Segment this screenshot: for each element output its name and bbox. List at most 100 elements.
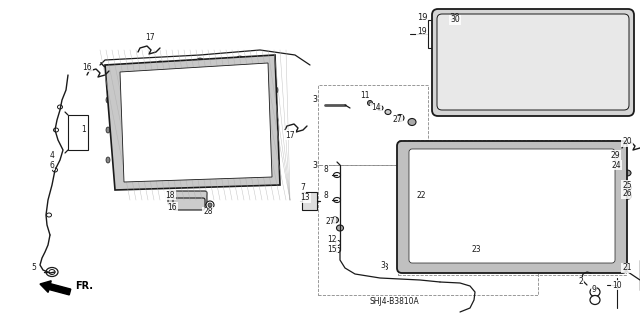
Ellipse shape (428, 199, 436, 206)
Text: 30: 30 (450, 12, 460, 21)
Text: 16: 16 (82, 63, 92, 71)
Ellipse shape (273, 180, 278, 184)
Ellipse shape (274, 147, 278, 153)
Text: 4: 4 (49, 151, 54, 160)
Text: 30: 30 (450, 16, 460, 25)
Text: 8: 8 (324, 166, 328, 174)
FancyBboxPatch shape (409, 149, 615, 263)
Ellipse shape (274, 117, 278, 123)
FancyBboxPatch shape (173, 198, 205, 210)
Ellipse shape (157, 61, 163, 65)
Text: 3: 3 (312, 95, 317, 105)
Ellipse shape (106, 127, 110, 133)
Text: 3: 3 (312, 95, 318, 105)
Text: 5: 5 (31, 263, 36, 271)
Ellipse shape (625, 185, 632, 191)
FancyBboxPatch shape (168, 191, 207, 205)
Ellipse shape (237, 56, 243, 60)
Text: 20: 20 (622, 137, 632, 146)
Text: 26: 26 (622, 189, 632, 198)
Ellipse shape (49, 270, 55, 275)
Ellipse shape (408, 118, 416, 125)
Text: 23: 23 (471, 246, 481, 255)
Text: 18: 18 (165, 190, 175, 199)
Ellipse shape (115, 183, 120, 189)
Ellipse shape (54, 128, 58, 132)
Ellipse shape (421, 194, 429, 201)
Ellipse shape (590, 287, 600, 296)
Bar (318, 165, 538, 295)
Ellipse shape (476, 249, 484, 256)
Ellipse shape (596, 252, 604, 258)
Text: 14: 14 (371, 103, 381, 113)
Text: 3: 3 (312, 160, 317, 169)
Ellipse shape (237, 179, 243, 183)
Ellipse shape (106, 97, 110, 103)
Ellipse shape (157, 183, 163, 187)
Text: 3: 3 (382, 263, 388, 272)
Ellipse shape (616, 165, 624, 171)
Text: 28: 28 (204, 207, 212, 217)
Ellipse shape (269, 57, 275, 63)
Text: 19: 19 (417, 27, 427, 36)
Ellipse shape (377, 106, 383, 110)
Text: 19: 19 (417, 12, 428, 21)
Bar (68, 115, 88, 150)
Ellipse shape (208, 203, 212, 207)
Ellipse shape (385, 109, 391, 115)
Ellipse shape (333, 197, 340, 203)
Bar (318, 85, 428, 165)
Text: 16: 16 (167, 203, 177, 211)
Text: 21: 21 (622, 263, 632, 272)
Bar (398, 140, 626, 275)
Text: 27: 27 (325, 218, 335, 226)
Text: 7: 7 (301, 183, 305, 192)
Text: 15: 15 (327, 246, 337, 255)
Ellipse shape (623, 170, 631, 176)
Ellipse shape (335, 248, 340, 253)
Bar (428, 20, 453, 48)
Ellipse shape (46, 268, 58, 277)
Text: 3: 3 (381, 261, 385, 270)
FancyBboxPatch shape (397, 141, 627, 273)
Text: 3: 3 (312, 160, 318, 169)
Ellipse shape (367, 100, 372, 106)
Text: 27: 27 (392, 115, 402, 124)
FancyBboxPatch shape (432, 9, 634, 116)
Ellipse shape (416, 252, 424, 258)
Text: 6: 6 (49, 160, 54, 169)
Ellipse shape (106, 157, 110, 163)
Text: 17: 17 (285, 130, 295, 139)
Text: 8: 8 (324, 191, 328, 201)
Text: 11: 11 (360, 91, 370, 100)
Text: 29: 29 (610, 151, 620, 160)
Ellipse shape (625, 193, 632, 199)
Ellipse shape (337, 225, 344, 231)
Ellipse shape (332, 217, 339, 223)
Ellipse shape (206, 201, 214, 209)
Polygon shape (105, 55, 280, 190)
Bar (302, 192, 317, 210)
Text: 22: 22 (416, 190, 426, 199)
Text: 12: 12 (327, 235, 337, 244)
Ellipse shape (590, 295, 600, 305)
Ellipse shape (197, 181, 203, 185)
Text: 9: 9 (591, 285, 596, 293)
Text: 10: 10 (612, 280, 622, 290)
Ellipse shape (616, 158, 622, 162)
Text: 13: 13 (300, 194, 310, 203)
FancyArrow shape (40, 281, 71, 295)
Ellipse shape (47, 213, 51, 217)
Text: 1: 1 (82, 125, 86, 135)
Ellipse shape (106, 65, 111, 70)
Text: SHJ4-B3810A: SHJ4-B3810A (370, 298, 420, 307)
Text: 24: 24 (611, 160, 621, 169)
Polygon shape (120, 63, 272, 182)
Text: 2: 2 (579, 278, 584, 286)
Ellipse shape (335, 241, 340, 246)
Ellipse shape (396, 115, 404, 122)
Ellipse shape (197, 58, 203, 62)
Ellipse shape (274, 87, 278, 93)
Ellipse shape (58, 105, 63, 109)
Text: 25: 25 (622, 181, 632, 189)
